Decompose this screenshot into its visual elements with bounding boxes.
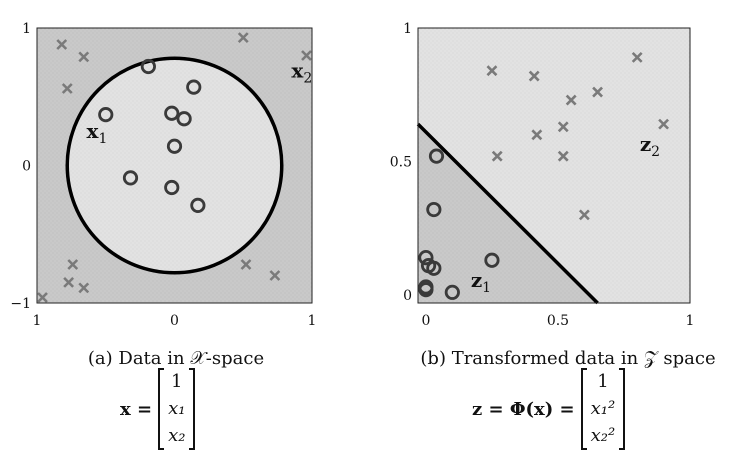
- cross-stroke: [491, 150, 503, 162]
- formula-b-vector: 1 x₁² x₂²: [580, 368, 626, 450]
- data-point-cross: [301, 50, 312, 61]
- formula-a-entry: 1: [171, 371, 183, 392]
- cross-stroke: [592, 86, 603, 98]
- plot-frame: [417, 27, 691, 304]
- data-point-circle: [484, 252, 500, 268]
- cross-stroke: [531, 129, 543, 141]
- y-tick-label: 0: [22, 159, 31, 175]
- x-tick-label: 0.5: [547, 313, 569, 329]
- data-point-circle: [176, 111, 192, 127]
- data-point-circle: [428, 148, 445, 164]
- data-point-cross: [491, 150, 503, 162]
- data-point-cross: [578, 209, 590, 221]
- panel-b-plot: z1 z2 0 0.5 1 1 0.5 0: [390, 21, 695, 329]
- data-point-circle: [164, 105, 180, 121]
- data-point-circle: [418, 282, 434, 298]
- decision-boundary-circle: [65, 56, 284, 275]
- data-point-cross: [240, 259, 252, 270]
- cross-stroke: [63, 276, 75, 288]
- point-annotation: z2: [640, 132, 660, 160]
- point-annotation: x1: [87, 119, 108, 147]
- x-tick-label: 1: [686, 313, 695, 329]
- formula-a-lhs: x =: [120, 398, 153, 420]
- cross-stroke: [237, 32, 249, 44]
- data-point-circle: [122, 170, 139, 186]
- data-point-circle: [98, 107, 114, 123]
- x-tick-label: 1: [33, 313, 42, 329]
- x-tick-label: 0: [421, 313, 430, 329]
- data-point-circle: [164, 179, 180, 196]
- cross-stroke: [78, 282, 90, 294]
- cross-stroke: [578, 209, 590, 221]
- cross-stroke: [56, 39, 68, 50]
- cross-stroke: [658, 118, 670, 130]
- cross-stroke: [269, 270, 281, 281]
- cross-stroke: [486, 65, 498, 77]
- formula-b-lhs: z = Φ(x) =: [472, 398, 575, 420]
- cross-stroke: [61, 83, 73, 94]
- cross-stroke: [557, 150, 569, 162]
- data-point-cross: [37, 292, 48, 303]
- formula-b: z = Φ(x) = 1 x₁² x₂²: [472, 368, 626, 450]
- data-point-cross: [486, 65, 498, 77]
- decision-boundary-line: [416, 122, 599, 305]
- data-point-circle: [426, 201, 442, 218]
- panel-a-plot: x1 x2 1 0 1 1 0 −1: [10, 21, 316, 329]
- data-point-cross: [631, 51, 643, 63]
- formula-a-entry: x₂: [168, 425, 186, 446]
- data-point-circle: [190, 197, 206, 213]
- point-annotation: z1: [471, 268, 491, 296]
- y-tick-label: 1: [403, 21, 412, 37]
- cross-stroke: [631, 51, 643, 63]
- x-tick-label: 1: [308, 313, 317, 329]
- data-point-cross: [61, 83, 73, 94]
- data-point-cross: [56, 39, 68, 50]
- data-point-cross: [269, 270, 281, 281]
- data-point-cross: [528, 70, 540, 82]
- formula-a-entry: x₁: [168, 398, 186, 419]
- data-point-cross: [658, 118, 670, 130]
- data-point-cross: [63, 276, 75, 288]
- caption-a: (a) Data in 𝒳-space: [87, 348, 265, 369]
- data-point-cross: [67, 259, 79, 270]
- data-point-cross: [565, 94, 577, 106]
- data-point-circle: [166, 138, 183, 154]
- region-texture: [67, 58, 282, 273]
- point-annotation: x2: [291, 59, 312, 87]
- data-point-circle: [426, 260, 442, 276]
- cross-stroke: [528, 70, 540, 82]
- data-point-cross: [557, 121, 569, 133]
- y-tick-label: −1: [10, 296, 31, 312]
- cross-stroke: [240, 259, 252, 270]
- cross-stroke: [37, 292, 48, 303]
- data-point-circle: [140, 58, 156, 75]
- data-point-cross: [237, 32, 249, 44]
- formula-b-entry: x₁²: [590, 398, 616, 419]
- formula-a-vector: 1 x₁ x₂: [158, 368, 196, 450]
- data-point-cross: [592, 86, 603, 98]
- x-tick-label: 0: [170, 313, 179, 329]
- data-point-cross: [78, 282, 90, 294]
- formula-b-entry: 1: [597, 371, 609, 392]
- y-tick-label: 0: [403, 288, 412, 304]
- data-point-circle: [186, 79, 202, 95]
- formula-a: x = 1 x₁ x₂: [120, 368, 196, 450]
- data-point-circle: [418, 250, 434, 266]
- y-tick-label: 1: [22, 21, 31, 37]
- data-point-cross: [78, 51, 90, 63]
- cross-stroke: [557, 121, 569, 133]
- cross-stroke: [565, 94, 577, 106]
- cross-stroke: [78, 51, 90, 63]
- data-point-cross: [531, 129, 543, 141]
- caption-b: (b) Transformed data in 𝒵 space: [420, 348, 716, 369]
- data-point-cross: [557, 150, 569, 162]
- cross-stroke: [301, 50, 312, 61]
- plot-frame: [36, 27, 313, 304]
- region-texture: [418, 28, 690, 303]
- formula-b-entry: x₂²: [590, 425, 616, 446]
- data-point-circle: [444, 284, 460, 300]
- y-tick-label: 0.5: [390, 154, 412, 170]
- cross-stroke: [67, 259, 79, 270]
